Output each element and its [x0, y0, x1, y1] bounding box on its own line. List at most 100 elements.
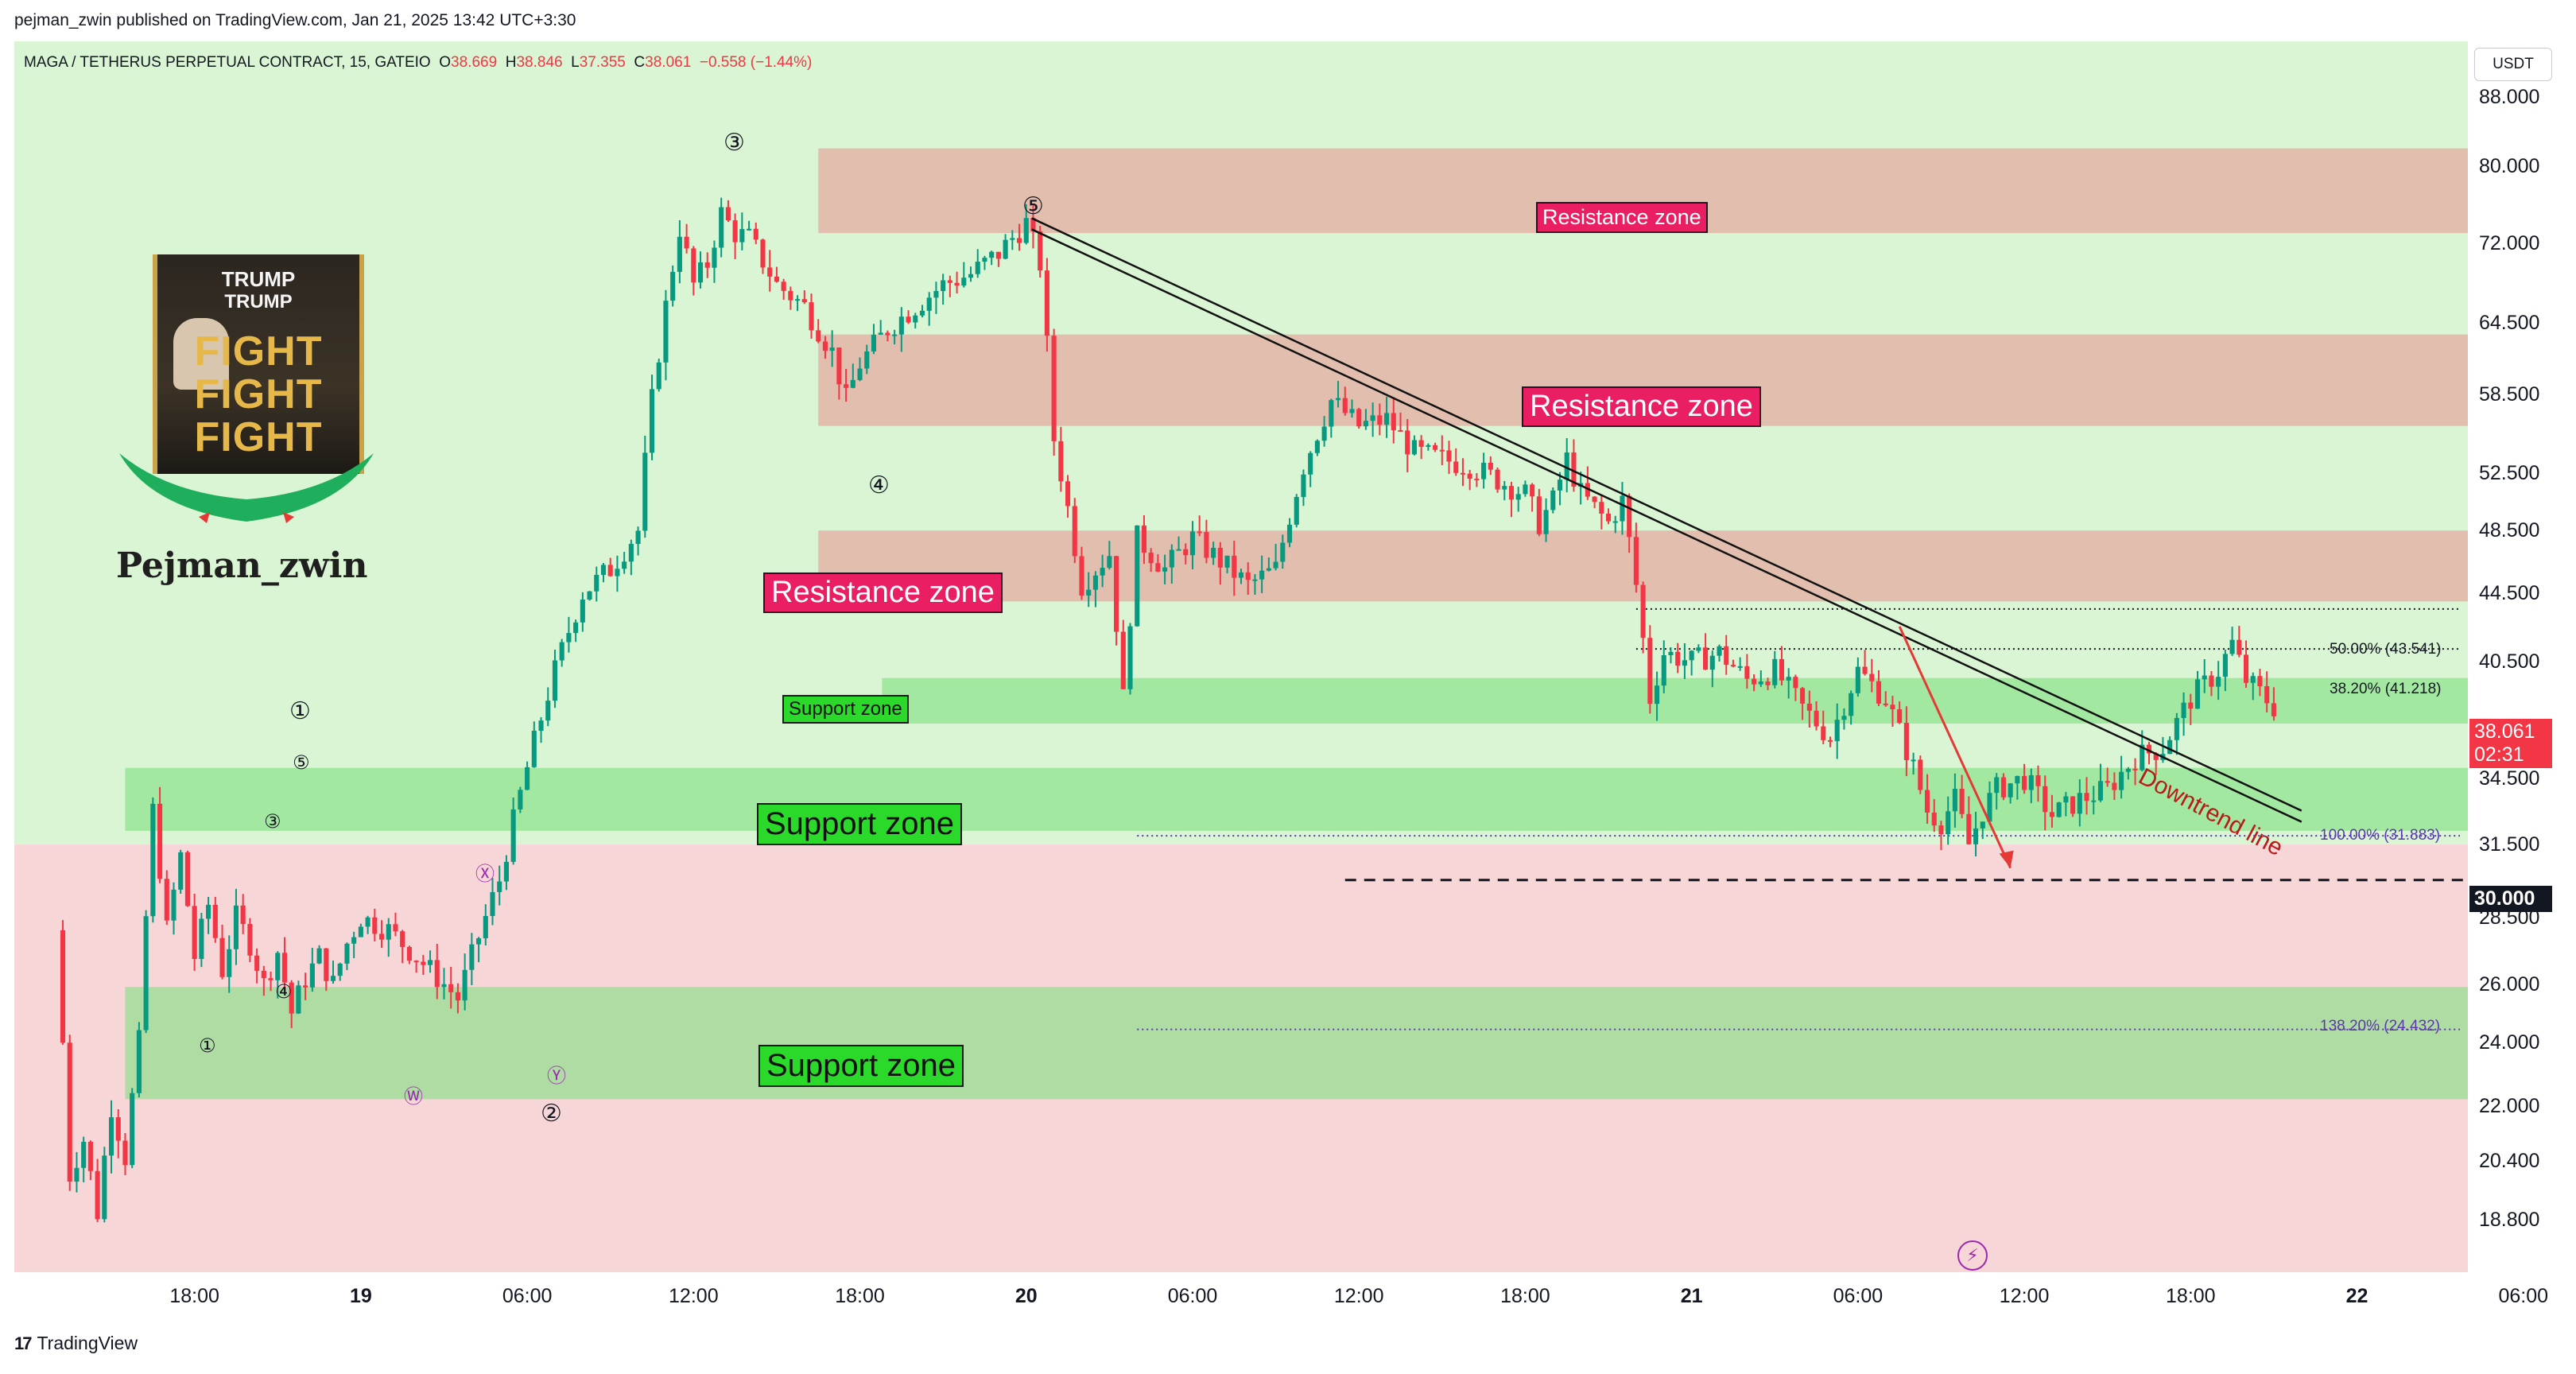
wave-1-marker[interactable]: ① [289, 698, 311, 724]
chart-area[interactable] [14, 41, 2562, 1322]
avatar-crest-icon [119, 453, 374, 523]
symbol-info: MAGA / TETHERUS PERPETUAL CONTRACT, 15, … [24, 54, 812, 72]
candle-body [1571, 452, 1577, 487]
close-label: C [634, 54, 646, 71]
currency-button[interactable]: USDT [2474, 48, 2552, 81]
candle-body [732, 220, 738, 243]
subwave-5-marker[interactable]: ⑤ [293, 752, 310, 774]
open-label: O [439, 54, 452, 71]
low-value: 37.355 [579, 54, 626, 71]
candle-body [2015, 775, 2020, 784]
candle-body [462, 969, 467, 1001]
candle-body [1232, 555, 1237, 578]
candle-body [386, 924, 391, 940]
wave-x-marker[interactable]: Ⓧ [475, 864, 495, 885]
price-tick: 20.400 [2479, 1149, 2540, 1172]
candle-body [1259, 570, 1265, 580]
wave-y-marker[interactable]: Ⓨ [547, 1065, 566, 1087]
support-zone-label-mid[interactable]: Support zone [757, 803, 962, 845]
price-tick: 80.000 [2479, 155, 2540, 178]
wave-5-marker[interactable]: ⑤ [1022, 193, 1044, 219]
candle-body [483, 915, 488, 939]
candle-body [1495, 469, 1500, 490]
wave-w-marker[interactable]: Ⓦ [404, 1086, 423, 1108]
price-tick: 34.500 [2479, 767, 2540, 790]
candle-body [1523, 484, 1528, 495]
candle-body [1897, 709, 1903, 724]
time-tick: 06:00 [502, 1285, 553, 1307]
avatar-image: TRUMP TRUMP FIGHT FIGHT FIGHT [153, 254, 364, 474]
candle-body [330, 976, 336, 981]
candle-body [1384, 413, 1390, 425]
tradingview-logo-icon[interactable]: 17 [14, 1333, 33, 1353]
candle-body [2097, 781, 2104, 801]
candle-body [406, 946, 412, 961]
candle-body [995, 251, 1001, 259]
support-zone-label-low[interactable]: Support zone [758, 1045, 964, 1087]
time-tick: 18:00 [1500, 1285, 1550, 1307]
candle-body [1890, 704, 1895, 710]
candle-body [1730, 665, 1736, 667]
wave-3-marker[interactable]: ③ [724, 130, 745, 156]
candle-body [1918, 759, 1923, 790]
candle-body [1530, 484, 1535, 497]
candle-body [254, 955, 260, 971]
candle-body [1585, 483, 1590, 497]
price-chart[interactable] [14, 41, 2562, 1322]
candle-body [1752, 678, 1757, 685]
candle-body [670, 271, 676, 301]
candle-body [926, 297, 932, 311]
avatar-word-2: FIGHT [194, 371, 323, 417]
lightning-icon[interactable]: ⚡ [1957, 1240, 1988, 1271]
candle-body [434, 960, 440, 988]
candle-body [427, 960, 433, 965]
resistance-zone-label-top[interactable]: Resistance zone [1536, 202, 1708, 233]
candle-body [1224, 555, 1230, 568]
wave-2-marker[interactable]: ② [541, 1100, 562, 1127]
subwave-3-marker[interactable]: ③ [264, 811, 281, 833]
symbol-name[interactable]: MAGA / TETHERUS PERPETUAL CONTRACT, 15, … [24, 54, 431, 71]
resistance-zone-label-upper[interactable]: Resistance zone [1522, 386, 1761, 427]
publisher-line: pejman_zwin published on TradingView.com… [14, 11, 576, 29]
candle-body [691, 248, 696, 283]
time-tick: 20 [1014, 1285, 1038, 1307]
candle-body [171, 889, 177, 921]
subwave-1-marker[interactable]: ① [199, 1035, 216, 1057]
price-tick: 44.500 [2479, 581, 2540, 604]
candle-body [2077, 793, 2082, 814]
candle-body [1398, 429, 1403, 432]
candle-body [1654, 685, 1660, 704]
candle-body [663, 301, 669, 363]
candle-body [989, 251, 995, 258]
resistance-zone-label-mid[interactable]: Resistance zone [763, 572, 1003, 613]
candle-body [1966, 813, 1972, 844]
support-zone-label-small[interactable]: Support zone [782, 695, 909, 724]
candle-body [1314, 441, 1320, 453]
candle-body [1051, 336, 1057, 441]
candle-body [1273, 561, 1278, 569]
candle-body [1418, 440, 1424, 447]
candle-body [649, 389, 655, 453]
candle-body [351, 937, 357, 944]
candle-body [2000, 777, 2006, 798]
candle-body [1356, 409, 1362, 427]
candle-body [1946, 811, 1951, 835]
candle-body [1709, 655, 1715, 670]
price-tick: 52.500 [2479, 461, 2540, 484]
candle-body [954, 282, 960, 286]
candle-body [102, 1155, 107, 1220]
candle-body [919, 310, 925, 316]
candle-body [448, 984, 454, 992]
high-label: H [505, 54, 517, 71]
candle-body [1446, 450, 1452, 462]
candle-body [358, 926, 363, 937]
candle-body [704, 262, 710, 268]
candle-body [2112, 782, 2117, 790]
candle-body [247, 924, 253, 956]
wave-4-marker[interactable]: ④ [868, 472, 890, 499]
candle-body [1821, 726, 1826, 740]
candle-body [184, 852, 190, 906]
subwave-4-marker[interactable]: ④ [275, 981, 293, 1003]
candle-body [2056, 802, 2062, 817]
candle-body [2229, 639, 2235, 654]
